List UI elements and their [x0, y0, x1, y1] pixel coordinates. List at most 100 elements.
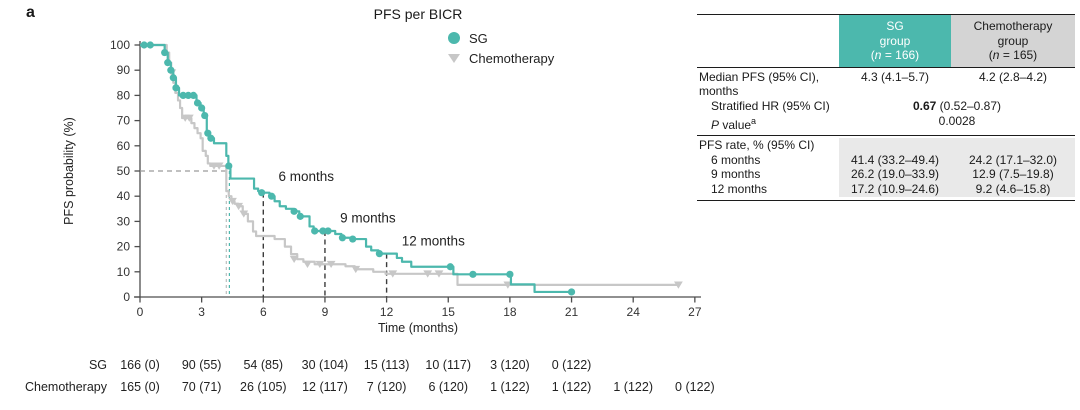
chemotherapy-censor-marker — [289, 255, 299, 263]
pfs-rate-header-row: PFS rate, % (95% CI) — [697, 138, 1075, 153]
pfs-rate-section: PFS rate, % (95% CI) 6 months 41.4 (33.2… — [697, 136, 1075, 199]
sg-censor-marker — [319, 227, 327, 235]
risk-count: 90 (55) — [181, 358, 222, 372]
sg-censor-marker — [338, 234, 347, 242]
legend-item-chemotherapy: Chemotherapy — [448, 48, 554, 68]
chemotherapy-censor-marker — [228, 197, 237, 206]
y-tick-label: 80 — [117, 88, 131, 102]
sg-censor-marker — [290, 207, 298, 215]
median-pfs-label: Median PFS (95% CI), months — [699, 69, 820, 99]
chemotherapy-censor-marker — [434, 270, 444, 278]
y-tick-label: 50 — [117, 164, 131, 178]
x-tick-label: 15 — [442, 305, 456, 319]
y-tick-label: 10 — [117, 265, 131, 279]
sg-header-n: (n = 166) — [870, 48, 920, 63]
rate-6mo-row: 6 months 41.4 (33.2–49.4) 24.2 (17.1–32.… — [697, 152, 1075, 168]
chemo-header-n: (n = 165) — [988, 48, 1038, 63]
chart-layer: 0 3 6 9 12 15 18 21 24 27 0 10 20 30 40 50 60 70 80 90 100 6 … — [110, 38, 702, 319]
sg-censor-marker — [179, 91, 187, 99]
sg-censor-marker — [164, 59, 172, 67]
x-tick-label: 27 — [688, 305, 702, 319]
legend-item-sg: SG — [448, 28, 554, 48]
sg-censor-marker — [296, 212, 304, 220]
sg-censor-marker — [169, 74, 177, 82]
sg-censor-marker — [225, 162, 233, 170]
chemotherapy-censor-marker — [423, 270, 433, 278]
sg-censor-marker — [207, 134, 215, 142]
sg-censor-marker — [146, 41, 154, 49]
sg-column-header: SG group (n = 166) — [839, 15, 951, 67]
summary-table: SG group (n = 166) Chemotherapy group (n… — [697, 14, 1075, 201]
risk-count: 1 (122) — [490, 380, 530, 394]
sg-censor-marker — [184, 91, 192, 99]
y-tick-label: 20 — [117, 240, 131, 254]
chemotherapy-censor-marker — [351, 265, 361, 274]
risk-count: 6 (120) — [428, 380, 469, 394]
rate-9mo-row: 9 months 26.2 (19.0–33.9) 12.9 (7.5–19.8… — [697, 167, 1075, 182]
y-tick-label: 100 — [110, 38, 130, 52]
p-value: 0.0028 — [938, 113, 976, 128]
rate-9mo-label: 9 months — [711, 167, 761, 182]
y-tick-label: 40 — [117, 189, 131, 203]
chemo-header-line1: Chemotherapy — [973, 19, 1053, 33]
risk-count: 54 (85) — [243, 358, 284, 372]
rate-12mo-chemo: 9.2 (4.6–15.8) — [951, 181, 1075, 197]
x-tick-label: 21 — [565, 305, 579, 319]
sg-censor-marker — [198, 104, 206, 112]
sg-censor-marker — [311, 227, 319, 235]
chemotherapy-triangle-icon — [448, 53, 460, 63]
hazard-ratio-row: Stratified HR (95% CI) 0.67 (0.52–0.87) — [697, 99, 1075, 114]
chemotherapy-censor-marker — [315, 260, 325, 269]
y-tick-label: 30 — [117, 214, 131, 228]
timepoint-annotation: 9 months — [340, 211, 396, 226]
risk-count: 30 (104) — [301, 358, 349, 372]
legend-label-chemotherapy: Chemotherapy — [469, 50, 555, 66]
pfs-rate-label: PFS rate, % (95% CI) — [699, 138, 815, 153]
hazard-ratio-label: Stratified HR (95% CI) — [711, 98, 830, 113]
chemotherapy-censor-marker — [388, 270, 398, 278]
chemotherapy-censor-marker — [234, 202, 244, 211]
chemo-header-line2: group — [997, 33, 1029, 48]
rate-12mo-sg: 17.2 (10.9–24.6) — [839, 181, 951, 197]
chemotherapy-column-header: Chemotherapy group (n = 165) — [951, 15, 1075, 67]
sg-censor-marker — [189, 91, 198, 99]
x-tick-label: 9 — [322, 305, 329, 319]
sg-censor-marker — [161, 48, 169, 57]
median-pfs-chemo-value: 4.2 (2.8–4.2) — [978, 69, 1048, 84]
rate-6mo-label: 6 months — [711, 152, 761, 167]
risk-count: 1 (122) — [551, 380, 592, 394]
risk-count: 12 (117) — [302, 380, 348, 394]
chemotherapy-censor-marker — [326, 260, 336, 269]
x-tick-label: 18 — [503, 305, 517, 319]
sg-censor-marker — [469, 270, 477, 278]
risk-count: 166 (0) — [120, 358, 160, 372]
y-tick-label: 90 — [117, 63, 131, 77]
sg-censor-marker — [267, 192, 276, 200]
x-tick-label: 3 — [198, 305, 205, 319]
timepoint-annotation: 6 months — [278, 169, 334, 184]
sg-censor-marker — [375, 250, 384, 258]
header-empty-cell — [697, 15, 839, 67]
sg-censor-marker — [506, 270, 514, 278]
rate-9mo-chemo: 12.9 (7.5–19.8) — [951, 167, 1075, 182]
sg-censor-marker — [201, 111, 209, 120]
sg-censor-marker — [258, 189, 266, 197]
risk-count: 3 (120) — [490, 358, 530, 372]
sg-censor-marker — [324, 227, 332, 235]
risk-count: 0 (122) — [675, 380, 715, 394]
risk-row-label-chemotherapy: Chemotherapy — [25, 380, 107, 394]
risk-count: 7 (120) — [366, 380, 407, 394]
sg-censor-marker — [167, 66, 175, 74]
rate-6mo-sg: 41.4 (33.2–49.4) — [839, 152, 951, 168]
risk-count: 165 (0) — [120, 380, 160, 394]
sg-censor-marker — [446, 263, 454, 271]
chemotherapy-curve — [140, 43, 679, 287]
sg-circle-icon — [448, 32, 460, 44]
median-pfs-sg-value: 4.3 (4.1–5.7) — [860, 69, 930, 84]
sg-header-line1: SG — [886, 19, 904, 33]
timepoint-annotation: 12 months — [402, 233, 465, 248]
risk-count: 15 (113) — [363, 358, 410, 372]
rate-9mo-sg: 26.2 (19.0–33.9) — [839, 167, 951, 182]
